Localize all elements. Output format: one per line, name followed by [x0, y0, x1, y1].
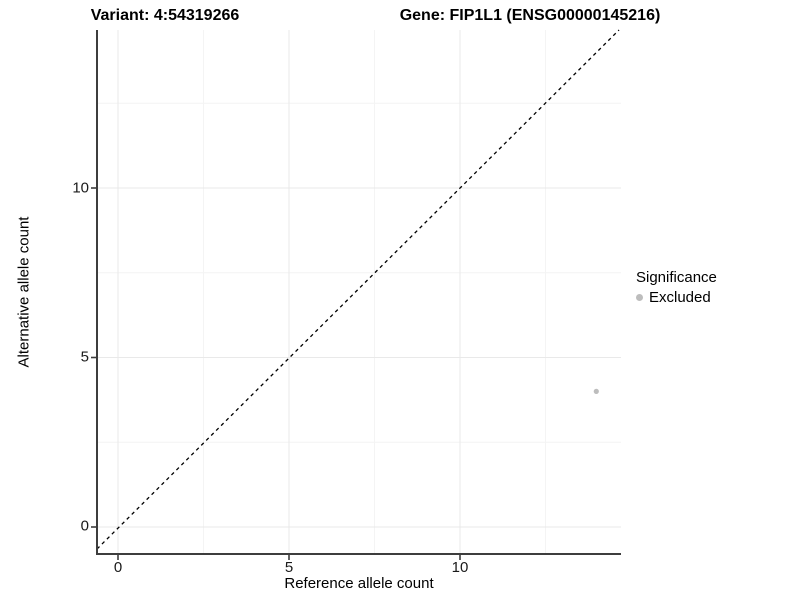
data-point [593, 388, 599, 394]
x-tick-label: 0 [113, 559, 123, 576]
points-layer [593, 388, 599, 394]
x-axis-label: Reference allele count [284, 575, 434, 592]
legend-item-label: Excluded [649, 289, 711, 306]
identity-reference-line [96, 29, 620, 550]
variant-title: Variant: 4:54319266 [90, 7, 240, 24]
x-tick-label: 5 [284, 559, 294, 576]
legend-item-excluded: Excluded [636, 289, 717, 306]
y-tick-label: 10 [72, 179, 89, 197]
y-tick-label: 0 [80, 517, 89, 535]
grid-minor [97, 30, 621, 554]
x-tick-label: 10 [451, 559, 469, 576]
legend-title: Significance [636, 269, 717, 286]
y-tick-label: 5 [80, 348, 89, 366]
y-axis-label: Alternative allele count [15, 216, 33, 368]
x-tick-marks [117, 555, 461, 560]
y-tick-marks [91, 187, 96, 528]
gene-title: Gene: FIP1L1 (ENSG00000145216) [399, 7, 661, 24]
grid-major [97, 30, 621, 554]
legend: Significance Excluded [636, 269, 717, 306]
excluded-swatch-icon [636, 294, 643, 301]
